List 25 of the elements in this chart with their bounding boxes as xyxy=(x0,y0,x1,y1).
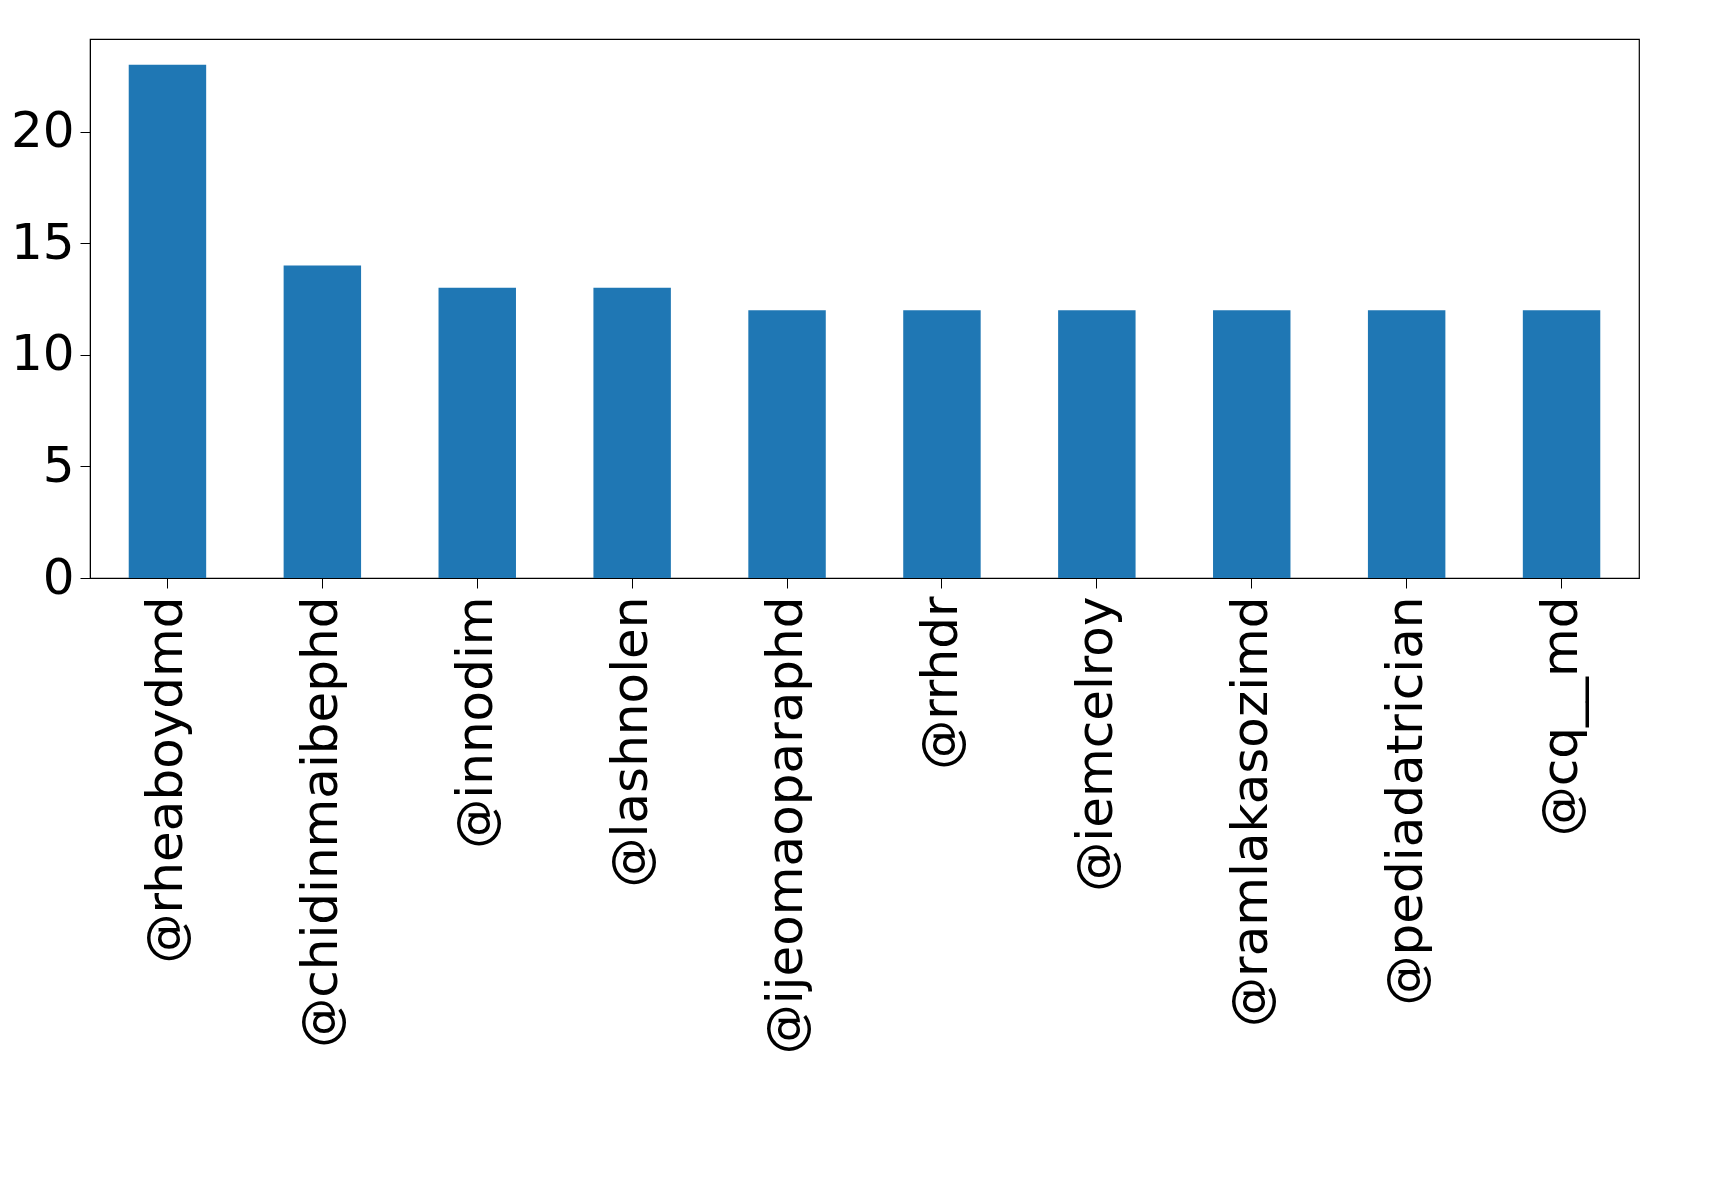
bar xyxy=(593,287,671,578)
bar xyxy=(283,265,362,578)
y-tick-label: 0 xyxy=(42,547,75,606)
bar xyxy=(903,310,981,578)
y-tick-label: 15 xyxy=(10,212,75,271)
x-tick-label: @innodim xyxy=(446,596,505,849)
x-tick-label: @chidinmaibephd xyxy=(291,596,350,1048)
bar xyxy=(1213,310,1291,578)
x-tick-label: @ramlakasozimd xyxy=(1220,596,1279,1027)
x-tick-label: @rheaboydmd xyxy=(136,596,195,964)
bar xyxy=(1367,310,1446,578)
x-tick-label: @iemcelroy xyxy=(1065,596,1124,892)
x-tick-label: @cq__md xyxy=(1530,596,1589,837)
bar xyxy=(748,310,826,578)
x-tick-label: @rrhdr xyxy=(910,596,969,770)
bar xyxy=(1058,310,1136,578)
y-tick-label: 20 xyxy=(10,101,75,160)
y-tick-label: 10 xyxy=(10,324,75,383)
x-tick-label: @lashnolen xyxy=(601,596,660,888)
bar xyxy=(128,64,207,578)
y-tick-label: 5 xyxy=(42,435,75,494)
x-tick-label: @pediadatrician xyxy=(1375,596,1434,1006)
bar xyxy=(1522,310,1601,578)
x-tick-label: @ijeomaoparaphd xyxy=(756,596,815,1055)
bar xyxy=(438,287,516,578)
